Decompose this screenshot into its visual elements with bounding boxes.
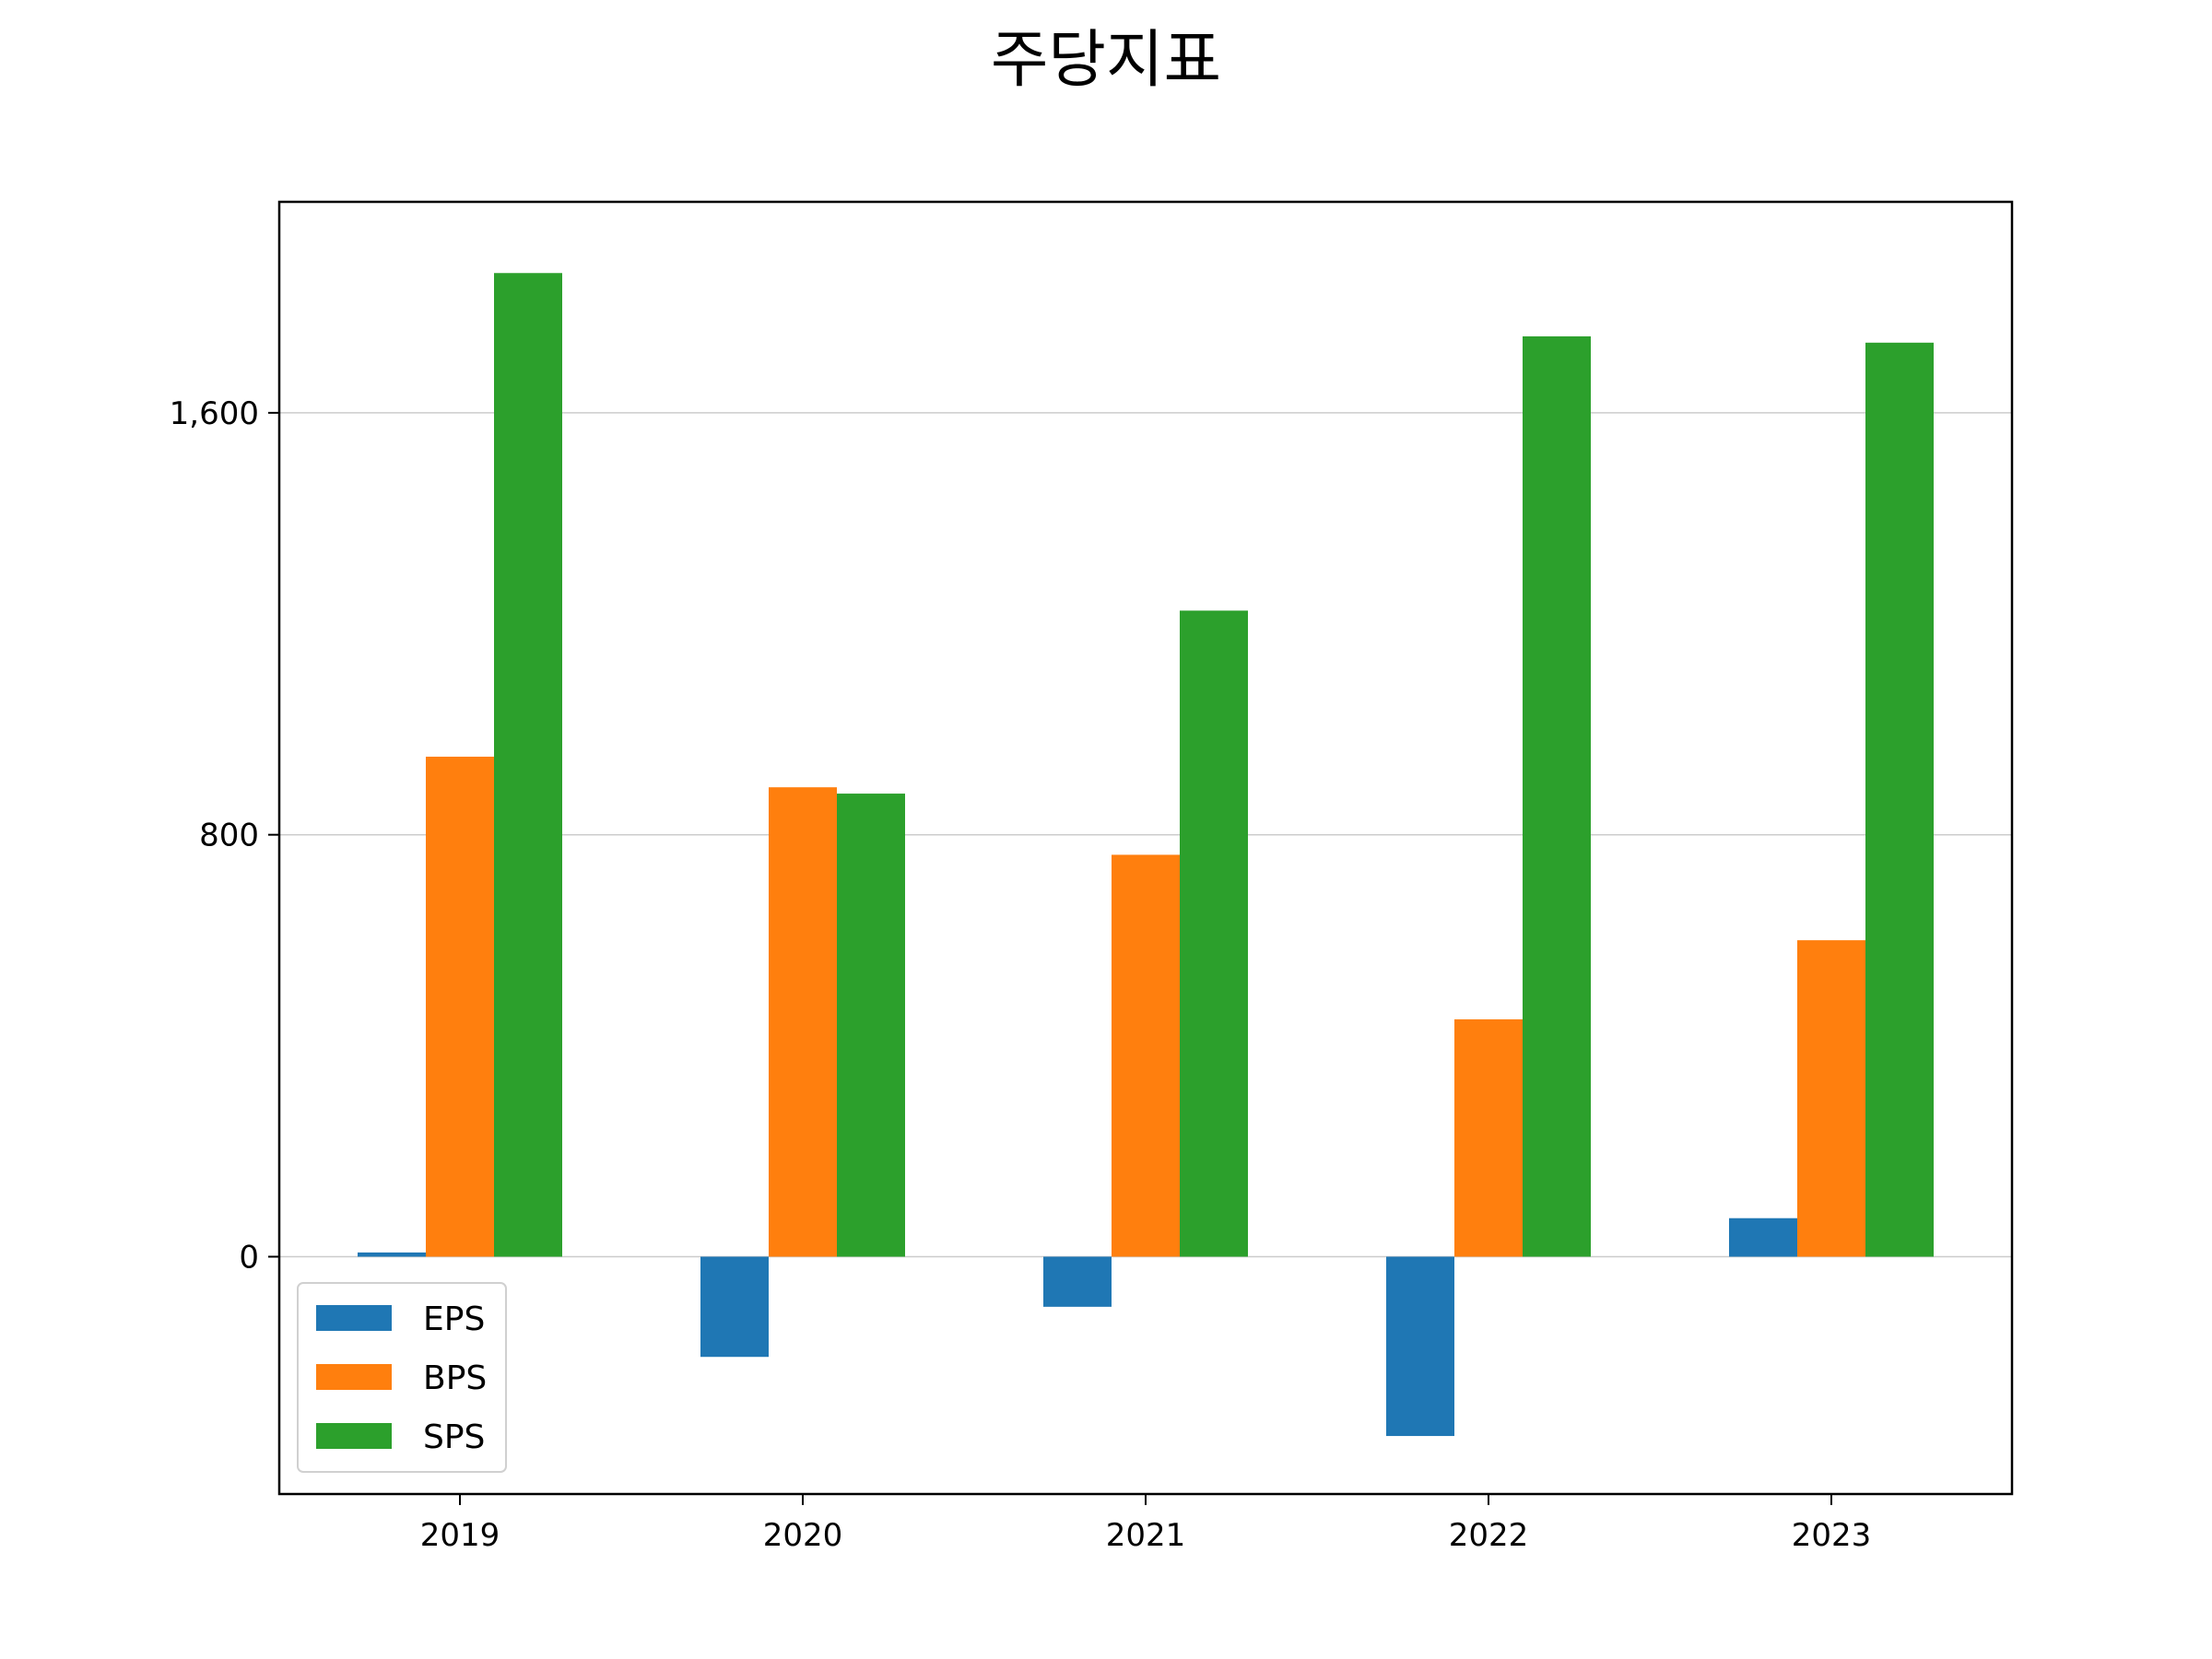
bar-eps-2022	[1386, 1256, 1454, 1437]
legend: EPS BPS SPS	[297, 1282, 507, 1473]
chart-title: 주당지표	[991, 24, 1221, 97]
bar-sps-2023	[1865, 342, 1934, 1257]
bar-sps-2020	[837, 794, 905, 1257]
x-axis: 2019 2020 2021 2022 2023	[420, 1494, 1872, 1554]
bar-sps-2019	[494, 273, 562, 1257]
y-tick-label: 0	[239, 1239, 259, 1276]
bar-bps-2023	[1797, 940, 1865, 1257]
legend-swatch-bps	[316, 1364, 392, 1390]
y-tick-label: 1,600	[170, 395, 259, 432]
bar-bps-2021	[1112, 854, 1180, 1257]
x-tick-label: 2019	[420, 1517, 500, 1554]
y-tick-label: 800	[199, 818, 259, 854]
bar-bps-2020	[769, 787, 837, 1257]
bars	[358, 273, 1934, 1437]
bar-eps-2020	[700, 1256, 769, 1358]
x-tick-label: 2023	[1792, 1517, 1872, 1554]
bar-eps-2023	[1729, 1218, 1797, 1257]
x-tick-label: 2022	[1449, 1517, 1529, 1554]
bar-sps-2021	[1180, 610, 1248, 1257]
bar-sps-2022	[1523, 335, 1591, 1257]
x-tick-label: 2020	[763, 1517, 843, 1554]
bar-bps-2022	[1454, 1018, 1523, 1257]
legend-label-eps: EPS	[423, 1300, 485, 1338]
bar-eps-2019	[358, 1252, 426, 1257]
y-axis: 0 800 1,600	[170, 395, 279, 1276]
legend-swatch-sps	[316, 1423, 392, 1449]
bar-bps-2019	[426, 757, 494, 1257]
legend-label-sps: SPS	[423, 1418, 485, 1456]
legend-label-bps: BPS	[423, 1359, 487, 1397]
bar-eps-2021	[1043, 1256, 1112, 1307]
legend-swatch-eps	[316, 1305, 392, 1331]
x-tick-label: 2021	[1106, 1517, 1186, 1554]
